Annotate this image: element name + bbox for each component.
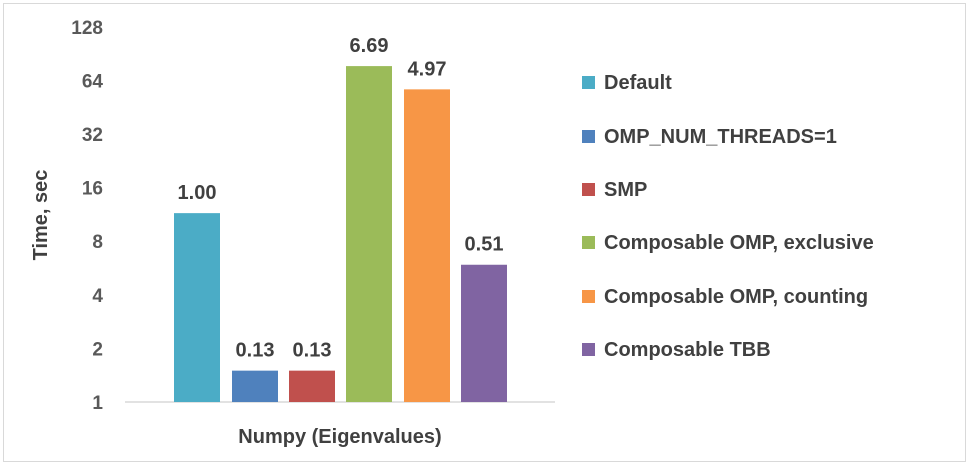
y-tick-label: 16	[82, 179, 103, 200]
y-tick-label: 4	[92, 286, 103, 307]
y-tick-label: 32	[82, 125, 103, 146]
bar-composable-omp-counting	[404, 89, 450, 403]
x-axis-title: Numpy (Eigenvalues)	[238, 426, 441, 448]
legend-swatch	[582, 290, 595, 303]
y-axis-title: Time, sec	[30, 170, 52, 261]
data-label: 1.00	[178, 182, 217, 204]
data-label: 6.69	[350, 35, 389, 57]
legend-swatch	[582, 130, 595, 143]
legend-label: Composable OMP, counting	[604, 286, 868, 308]
y-axis-ticks: 1 2 4 8 16 32 64 128	[71, 18, 103, 414]
legend-label: Composable TBB	[604, 339, 771, 361]
legend-swatch	[582, 236, 595, 249]
bar-smp	[289, 370, 335, 402]
data-label: 0.13	[293, 340, 332, 362]
y-tick-label: 8	[92, 232, 103, 253]
legend-label: Default	[604, 72, 672, 94]
bars	[174, 66, 507, 403]
legend-label: OMP_NUM_THREADS=1	[604, 126, 837, 148]
bar-default	[174, 213, 220, 402]
bar-omp-num-threads-1	[232, 370, 278, 402]
y-tick-label: 2	[92, 339, 103, 360]
bar-composable-omp-exclusive	[346, 66, 392, 402]
legend-swatch	[582, 183, 595, 196]
bar-composable-tbb	[461, 264, 507, 402]
legend: Default OMP_NUM_THREADS=1 SMP Composable OM…	[582, 72, 874, 361]
legend-swatch	[582, 343, 595, 356]
y-tick-label: 1	[92, 393, 103, 414]
y-tick-label: 64	[82, 71, 104, 92]
data-label: 0.13	[236, 340, 275, 362]
legend-label: SMP	[604, 179, 647, 201]
legend-swatch	[582, 76, 595, 89]
data-label: 4.97	[408, 58, 447, 80]
legend-label: Composable OMP, exclusive	[604, 232, 874, 254]
data-label: 0.51	[465, 234, 504, 256]
data-labels: 1.00 0.13 0.13 6.69 4.97 0.51	[178, 35, 504, 362]
y-tick-label: 128	[71, 18, 103, 39]
